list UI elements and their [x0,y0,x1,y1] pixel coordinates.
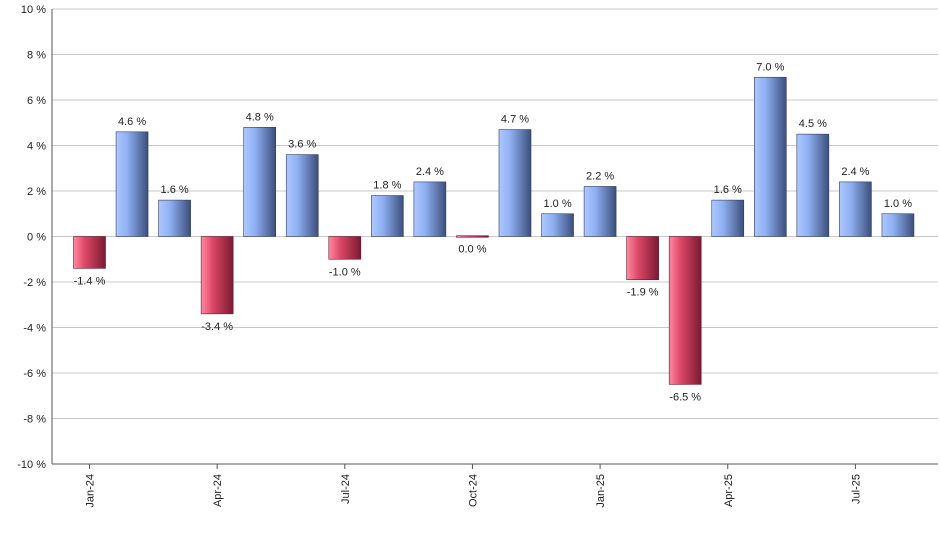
data-label-Aug-24: 1.8 % [373,180,401,192]
data-label-Apr-25: 1.6 % [714,184,742,196]
y-tick-label: -2 % [23,277,46,289]
data-label-Apr-24: -3.4 % [201,321,233,333]
bar-Feb-24 [115,131,149,237]
x-axis-tick-labels: Jan-24 Apr-24 Jul-24 Oct-24 Jan-25 Apr-25 Jul-… [85,464,862,508]
y-tick-label: 2 % [27,186,46,198]
y-axis-tick-labels: 10 % 8 % 6 % 4 % 2 % 0 % -2 % -4 % -6 % -8 % -10 % [17,4,46,471]
y-tick-label: 6 % [27,95,46,107]
bar-Jan-24 [73,236,106,269]
data-label-Feb-24: 4.6 % [118,116,146,128]
bar-Jun-24 [285,154,319,237]
data-label-Nov-24: 4.7 % [501,114,529,126]
data-label-Jun-24: 3.6 % [288,139,316,151]
x-tick-label: Apr-25 [723,474,735,507]
bar-May-25 [753,76,787,237]
bar-Jan-25 [583,186,617,237]
data-label-Jul-24: -1.0 % [329,266,361,278]
bar-Mar-25 [668,236,702,385]
data-label-May-24: 4.8 % [246,111,274,123]
bar-Jun-25 [796,133,830,237]
bar-Nov-24 [498,129,532,237]
data-label-Mar-25: -6.5 % [669,391,701,403]
bar-Mar-24 [158,199,191,237]
y-tick-label: -10 % [17,459,46,471]
data-label-Oct-24: 0.0 % [458,244,486,256]
y-tick-label: 0 % [27,232,46,244]
bar-Sep-24 [413,181,447,237]
bar-Aug-25 [881,213,915,237]
bar-Apr-24 [200,236,234,315]
data-label-Mar-24: 1.6 % [161,184,189,196]
y-tick-label: 10 % [21,4,46,16]
bar-Jul-25 [839,181,872,237]
bar-Apr-25 [711,199,745,237]
bar-May-24 [243,127,276,237]
bar-Dec-24 [541,213,574,237]
x-tick-label: Jul-24 [340,474,352,504]
bar-Feb-25 [626,236,659,281]
data-label-May-25: 7.0 % [756,61,784,73]
y-tick-label: 8 % [27,50,46,62]
data-labels: -1.4 % 4.6 % 1.6 % -3.4 % 4.8 % 3.6 % -1.0 % 1.… [74,61,913,403]
bar-Jul-24 [328,236,362,260]
x-tick-label: Jan-24 [85,474,97,508]
y-tick-label: -4 % [23,323,46,335]
x-tick-label: Jan-25 [595,474,607,508]
data-label-Jun-25: 4.5 % [799,118,827,130]
data-label-Dec-24: 1.0 % [543,198,571,210]
bars [73,76,915,385]
data-label-Feb-25: -1.9 % [627,287,659,299]
data-label-Sep-24: 2.4 % [416,166,444,178]
data-label-Jul-25: 2.4 % [841,166,869,178]
bar-Oct-24 [456,235,489,238]
y-tick-label: -6 % [23,368,46,380]
data-label-Jan-25: 2.2 % [586,170,614,182]
x-tick-label: Apr-24 [212,474,224,507]
data-label-Aug-25: 1.0 % [884,198,912,210]
y-tick-label: -8 % [23,414,46,426]
data-label-Jan-24: -1.4 % [74,275,106,287]
bar-Aug-24 [371,195,404,237]
y-tick-label: 4 % [27,141,46,153]
x-tick-label: Oct-24 [467,474,479,507]
x-tick-label: Jul-25 [850,474,862,504]
axes [51,9,938,465]
